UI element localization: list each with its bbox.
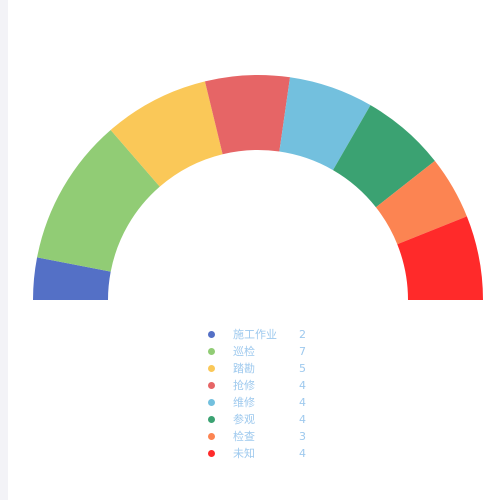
- legend-item[interactable]: 抢修 4: [205, 377, 325, 394]
- legend-label: 参观: [233, 413, 255, 426]
- donut-slice-6[interactable]: [333, 105, 435, 208]
- donut-slice-7[interactable]: [375, 160, 467, 245]
- chart-legend: 施工作业 2 巡检 7 踏勘 5 抢修 4 维修 4 参观 4 检查 3 未知 4: [205, 326, 325, 462]
- legend-label: 维修: [233, 396, 255, 409]
- legend-item[interactable]: 施工作业 2: [205, 326, 325, 343]
- legend-dot-icon: [208, 399, 215, 406]
- legend-value: 4: [299, 447, 306, 460]
- legend-item[interactable]: 维修 4: [205, 394, 325, 411]
- legend-label: 踏勘: [233, 362, 255, 375]
- legend-item[interactable]: 检查 3: [205, 428, 325, 445]
- legend-item[interactable]: 踏勘 5: [205, 360, 325, 377]
- legend-dot-icon: [208, 348, 215, 355]
- legend-value: 4: [299, 396, 306, 409]
- legend-value: 4: [299, 413, 306, 426]
- legend-dot-icon: [208, 450, 215, 457]
- legend-dot-icon: [208, 365, 215, 372]
- legend-value: 4: [299, 379, 306, 392]
- legend-value: 7: [299, 345, 306, 358]
- legend-label: 抢修: [233, 379, 255, 392]
- donut-slice-8[interactable]: [397, 216, 483, 300]
- donut-slice-1[interactable]: [33, 257, 111, 300]
- donut-slice-2[interactable]: [37, 129, 160, 272]
- legend-label: 施工作业: [233, 328, 277, 341]
- legend-value: 3: [299, 430, 306, 443]
- legend-dot-icon: [208, 331, 215, 338]
- legend-value: 2: [299, 328, 306, 341]
- legend-item[interactable]: 参观 4: [205, 411, 325, 428]
- donut-slice-4[interactable]: [204, 74, 291, 155]
- legend-dot-icon: [208, 382, 215, 389]
- legend-value: 5: [299, 362, 306, 375]
- legend-item[interactable]: 未知 4: [205, 445, 325, 462]
- legend-label: 巡检: [233, 345, 255, 358]
- legend-dot-icon: [208, 433, 215, 440]
- donut-slice-3[interactable]: [110, 81, 223, 187]
- legend-label: 未知: [233, 447, 255, 460]
- legend-label: 检查: [233, 430, 255, 443]
- legend-dot-icon: [208, 416, 215, 423]
- donut-slice-5[interactable]: [279, 77, 371, 171]
- legend-item[interactable]: 巡检 7: [205, 343, 325, 360]
